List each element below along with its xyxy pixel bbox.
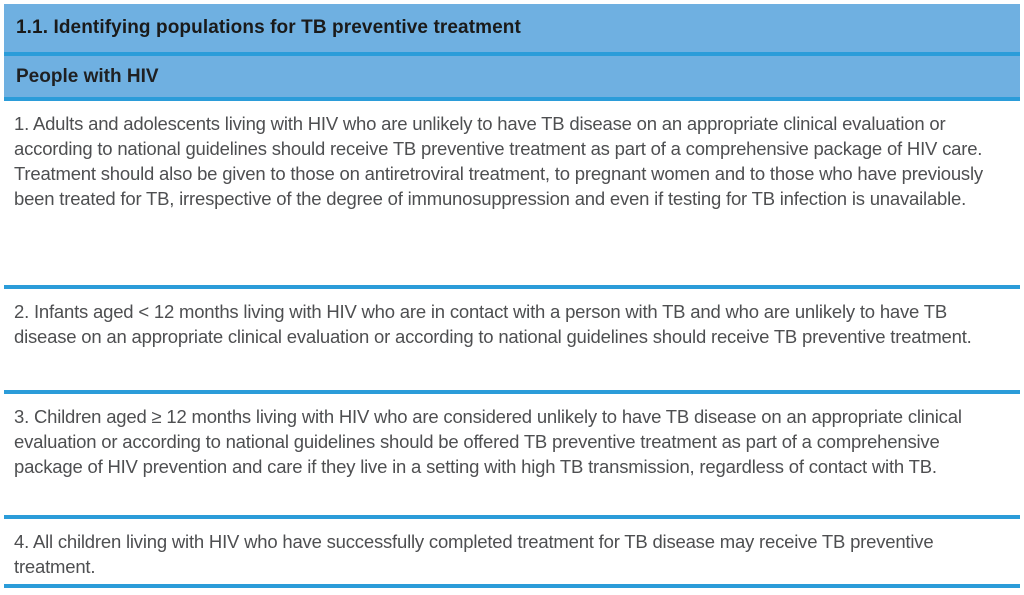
divider xyxy=(4,584,1020,588)
population-subheading: People with HIV xyxy=(4,56,1020,97)
divider xyxy=(4,285,1020,289)
recommendation-3: 3. Children aged ≥ 12 months living with… xyxy=(14,406,962,477)
recommendation-1: 1. Adults and adolescents living with HI… xyxy=(14,113,983,209)
recommendation-2: 2. Infants aged < 12 months living with … xyxy=(14,301,972,347)
divider xyxy=(4,97,1020,101)
divider xyxy=(4,515,1020,519)
divider xyxy=(4,390,1020,394)
recommendation-4: 4. All children living with HIV who have… xyxy=(14,531,934,577)
section-title: 1.1. Identifying populations for TB prev… xyxy=(4,4,1020,52)
guideline-table: 1.1. Identifying populations for TB prev… xyxy=(4,4,1020,588)
divider xyxy=(4,52,1020,56)
